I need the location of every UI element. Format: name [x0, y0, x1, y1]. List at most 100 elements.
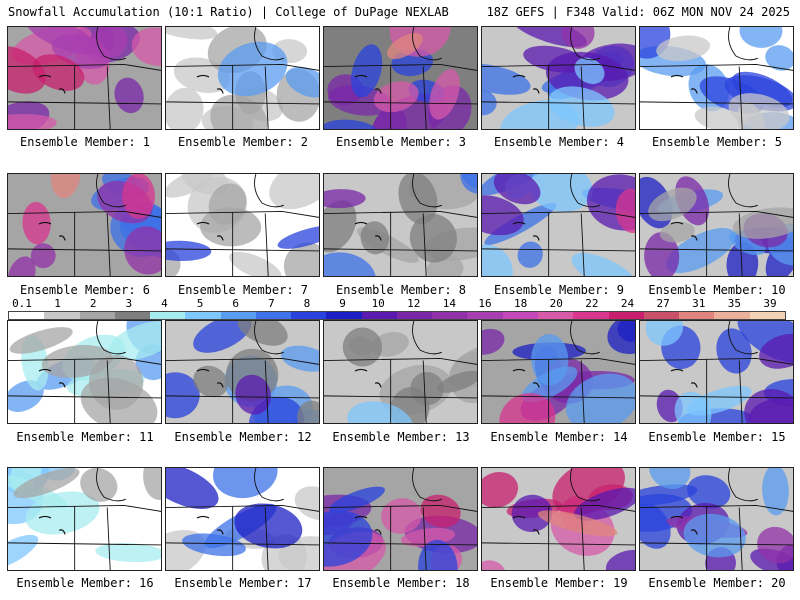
snowfall-map-field — [8, 468, 161, 570]
snowfall-contour — [736, 102, 766, 129]
legend-tick-label: 39 — [763, 297, 777, 310]
boundary-lines — [482, 321, 635, 423]
snowfall-map-field — [8, 321, 161, 423]
snowfall-contour — [32, 54, 85, 91]
snowfall-contour — [212, 468, 278, 499]
ensemble-member-map — [481, 467, 636, 571]
snowfall-contour — [8, 534, 39, 570]
snowfall-contour — [716, 328, 752, 374]
ensemble-member-label: Ensemble Member: 6 — [19, 283, 151, 297]
snowfall-map-field — [166, 27, 319, 129]
snowfall-contour — [605, 549, 635, 570]
ensemble-member-label: Ensemble Member: 16 — [16, 576, 154, 590]
ensemble-member-map — [7, 467, 162, 571]
legend-tick-label: 35 — [727, 297, 741, 310]
snowfall-color-legend: 0.1 1 2 3 4 5 6 7 8 9 10 12 14 16 18 20 22 24 27 31 35 39 — [8, 298, 786, 320]
legend-color-swatch — [44, 312, 80, 319]
snowfall-contour — [95, 543, 161, 563]
legend-color-swatch — [608, 312, 644, 319]
snowfall-map-field — [166, 321, 319, 423]
snowfall-map-field — [166, 468, 319, 570]
snowfall-contour — [739, 27, 783, 48]
ensemble-member-map — [165, 320, 320, 424]
legend-tick-label: 27 — [656, 297, 670, 310]
snowfall-contour — [324, 510, 373, 567]
boundary-lines — [324, 27, 477, 129]
snowfall-contour — [482, 63, 531, 95]
legend-tick-label: 7 — [268, 297, 275, 310]
legend-tick-label: 10 — [371, 297, 385, 310]
legend-color-swatch — [679, 312, 715, 319]
snowfall-contour — [482, 244, 513, 276]
ensemble-member-label: Ensemble Member: 4 — [493, 135, 625, 149]
snowfall-contour — [166, 174, 214, 198]
legend-color-swatch — [361, 312, 397, 319]
snowfall-contour — [166, 468, 219, 510]
legend-color-swatch — [150, 312, 186, 319]
snowfall-contour — [114, 77, 144, 114]
legend-color-swatch — [573, 312, 609, 319]
snowfall-contour — [765, 45, 793, 71]
snowfall-contour — [499, 393, 556, 423]
snowfall-map-field — [324, 174, 477, 276]
legend-color-bar — [8, 311, 786, 320]
ensemble-member-label: Ensemble Member: 17 — [174, 576, 312, 590]
ensemble-member-map — [639, 26, 794, 130]
legend-color-swatch — [185, 312, 221, 319]
snowfall-contour — [373, 81, 419, 113]
legend-tick-label: 12 — [407, 297, 421, 310]
snowfall-contour — [122, 174, 156, 219]
legend-color-swatch — [467, 312, 503, 319]
snowfall-contour — [645, 321, 684, 346]
chart-title: Snowfall Accumulation (10:1 Ratio) | Col… — [8, 5, 449, 19]
snowfall-map-field — [640, 468, 793, 570]
snowfall-contour — [640, 27, 671, 59]
snowfall-contour — [369, 107, 407, 129]
ensemble-member-map — [323, 467, 478, 571]
snowfall-contour — [347, 401, 414, 423]
ensemble-member-label: Ensemble Member: 5 — [651, 135, 783, 149]
ensemble-member-map — [481, 26, 636, 130]
snowfall-contour — [324, 119, 377, 129]
snowfall-contour — [8, 114, 57, 129]
snowfall-contour — [143, 468, 161, 500]
snowfall-contour — [482, 471, 519, 508]
ensemble-member-label: Ensemble Member: 8 — [335, 283, 467, 297]
snowfall-contour — [280, 345, 319, 372]
snowfall-map-field — [482, 468, 635, 570]
snowfall-contour — [574, 487, 635, 521]
snowfall-contour — [324, 189, 366, 209]
boundary-lines — [482, 27, 635, 129]
boundary-lines — [324, 468, 477, 570]
ensemble-member-map — [481, 320, 636, 424]
snowfall-contour — [193, 321, 252, 353]
snowfall-contour — [482, 328, 505, 355]
snowfall-contour — [237, 321, 288, 346]
boundary-lines — [166, 174, 319, 276]
snowfall-contour — [8, 46, 46, 94]
ensemble-member-label: Ensemble Member: 12 — [174, 430, 312, 444]
snowfall-contour — [381, 498, 422, 534]
snowfall-contour — [420, 494, 461, 528]
snowfall-contour — [537, 510, 618, 537]
snowfall-contour — [234, 503, 303, 549]
ensemble-member-map — [7, 173, 162, 277]
snowfall-contour — [277, 225, 319, 249]
snowfall-map-field — [640, 174, 793, 276]
snowfall-map-field — [8, 27, 161, 129]
legend-color-swatch — [643, 312, 680, 319]
snowfall-map-field — [640, 321, 793, 423]
snowfall-contour — [437, 370, 477, 393]
ensemble-member-map — [639, 467, 794, 571]
ensemble-member-map — [481, 173, 636, 277]
snowfall-contour — [737, 321, 793, 364]
snowfall-contour — [50, 174, 81, 199]
legend-color-swatch — [255, 312, 292, 319]
snowfall-contour — [329, 486, 385, 513]
snowfall-map-field — [8, 174, 161, 276]
ensemble-member-map — [639, 320, 794, 424]
snowfall-contour — [460, 174, 477, 194]
boundary-lines — [166, 468, 319, 570]
ensemble-member-map — [165, 26, 320, 130]
snowfall-contour — [687, 475, 731, 509]
